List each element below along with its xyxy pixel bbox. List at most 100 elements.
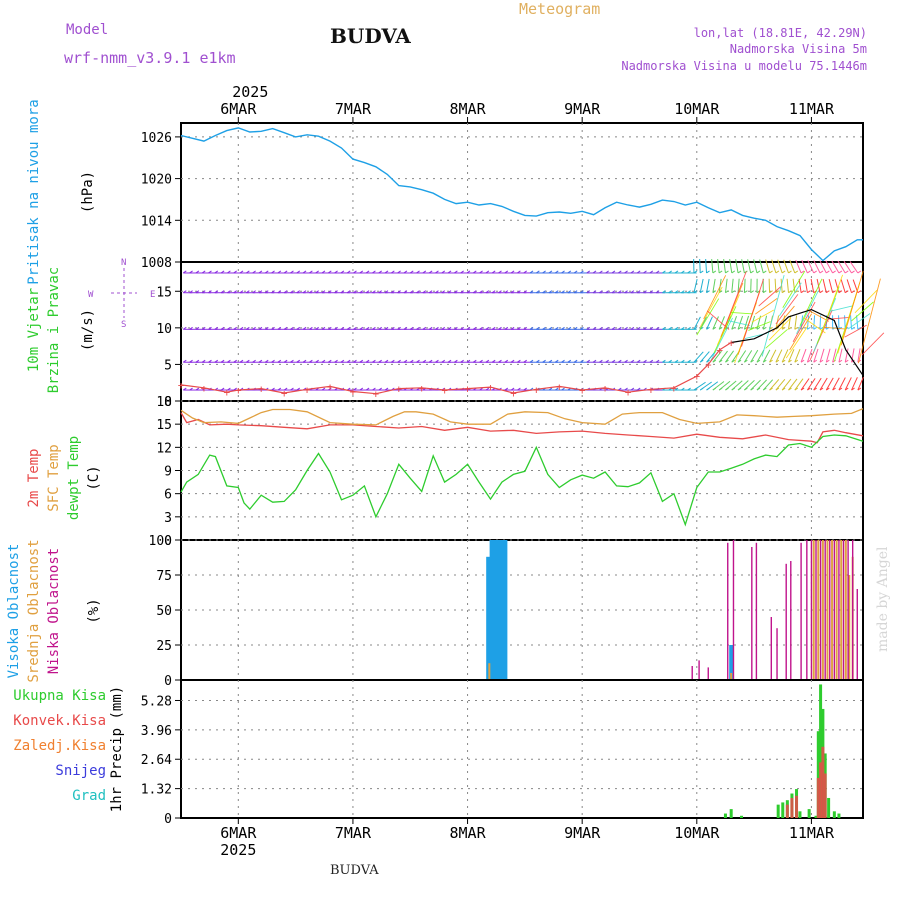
wind-barb-head [460, 270, 464, 274]
wind-barb-head [479, 270, 483, 274]
y-tick-label: 12 [156, 441, 172, 456]
wind-barb-head [643, 359, 647, 363]
wind-barb-head [271, 326, 275, 330]
wind-barb-head [302, 326, 307, 330]
wind-barb-head [857, 270, 862, 274]
wind-barb-head [277, 387, 282, 391]
wind-barb-head [567, 326, 572, 330]
wind-barb-head [655, 359, 660, 363]
y-tick-label: 1020 [141, 173, 172, 188]
wind-barb-head [775, 359, 780, 363]
panel-temperature: 18 15 12 9 6 3 0 [156, 395, 864, 549]
wind-barb-head [542, 290, 546, 294]
wind-barb-head [258, 359, 263, 363]
wind-barb-head [655, 290, 660, 294]
wind-barb-head [428, 270, 433, 274]
wind-axis-sub-label: Brzina i Pravac [46, 267, 62, 393]
wind-barb-head [523, 326, 527, 330]
wind-barb-head [189, 359, 193, 363]
wind-barb-head [681, 290, 685, 294]
precip-bar [832, 811, 836, 818]
wind-barb-head [409, 270, 414, 274]
wind-barb-head [819, 270, 824, 274]
wind-speed-marker: + [464, 383, 471, 396]
precip-bar [816, 731, 820, 818]
wind-barb-head [466, 359, 471, 363]
precip-bar [807, 809, 811, 818]
wind-barb [706, 278, 710, 293]
y-tick-label: 10 [156, 322, 172, 337]
wind-barb-head [857, 387, 862, 391]
wind-speed-marker: + [648, 383, 655, 396]
cloud-bar [848, 575, 851, 680]
wind-barb-head [819, 387, 824, 391]
wind-speed-marker: + [716, 344, 723, 357]
wind-barb-head [353, 290, 357, 294]
wind-barb [718, 350, 728, 363]
wind-barb-head [630, 359, 635, 363]
wind-barb-head [536, 326, 540, 330]
wind-barb-head [693, 290, 698, 294]
wind-barb-head [309, 290, 313, 294]
cloud-bar [833, 540, 836, 680]
bottom-x-tick-label: 9MAR [564, 824, 601, 842]
wind-barb-head [813, 270, 817, 274]
panel-cloud: 100 75 50 25 0 [149, 534, 864, 689]
wind-barb-head [277, 270, 282, 274]
precip-bar [827, 797, 831, 818]
wind-barb-head [687, 290, 691, 294]
wind-barb-head [441, 359, 446, 363]
wind-barb [834, 279, 840, 293]
wind-barb-head [750, 387, 754, 391]
wind-barb-head [214, 290, 219, 294]
wind-barb-head [233, 387, 238, 391]
cloud-unit-label: (%) [86, 598, 102, 623]
sfctemp-axis-label: SFC Temp [46, 444, 62, 511]
y-tick-label: 1026 [141, 131, 172, 146]
wind-barb-head [605, 290, 609, 294]
wind-barb-head [302, 270, 307, 274]
wind-barb-head [693, 270, 698, 274]
wind-barb-head [485, 359, 490, 363]
cloud-bar [727, 542, 729, 680]
wind-barb-head [378, 359, 383, 363]
wind-barb-head [441, 290, 446, 294]
wind-barb-head [737, 359, 742, 363]
wind-barb [753, 259, 758, 274]
wind-fan-line [785, 325, 809, 359]
wind-fan-line [861, 332, 885, 356]
wind-barb-head [529, 270, 534, 274]
cloud-bar [840, 540, 843, 680]
wind-barb-head [744, 326, 748, 330]
wind-barb-head [807, 326, 811, 330]
panel-wind: 15 10 5 0 + + + + + + + + + + + + + + + + + + + + + + + + + + + [156, 258, 885, 410]
wind-barb-head [397, 270, 401, 274]
precip-legend-label: Grad [72, 788, 106, 804]
bottom-x-tick-label: 7MAR [335, 824, 372, 842]
wind-barb-head [750, 359, 754, 363]
wind-barb-head [813, 387, 817, 391]
wind-speed-marker: + [327, 380, 334, 393]
wind-barb-head [662, 359, 666, 363]
wind-barb-head [649, 270, 654, 274]
wind-fan-line [741, 278, 764, 347]
wind-barb-head [264, 326, 269, 330]
wind-barb [775, 378, 786, 391]
wind-fan-line [854, 289, 878, 314]
wind-barb-head [618, 290, 622, 294]
wind-barb [840, 279, 846, 293]
wind-barb-head [454, 270, 458, 274]
wind-barb-head [618, 359, 622, 363]
wind-barb-head [618, 387, 622, 391]
wind-barb [832, 348, 837, 363]
temp-line-2 [180, 434, 864, 527]
wind-barb-head [466, 290, 471, 294]
wind-fan-line [847, 313, 871, 330]
wind-barb-head [611, 290, 616, 294]
panel-pressure: 1026 1020 1014 1008 [141, 122, 864, 271]
wind-barb-head [523, 387, 527, 391]
wind-barb-head [485, 387, 490, 391]
wind-barb [794, 315, 798, 330]
wind-barb-head [668, 270, 672, 274]
wind-barb-head [214, 359, 219, 363]
